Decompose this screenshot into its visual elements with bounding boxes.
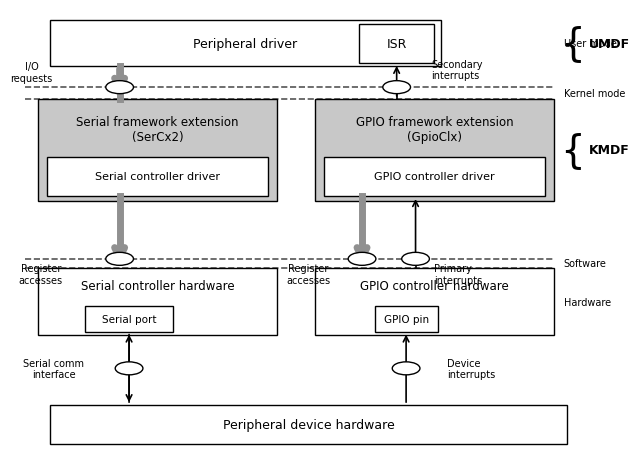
Text: Software: Software [564,259,606,269]
Ellipse shape [402,253,429,266]
Text: Serial framework extension
(SerCx2): Serial framework extension (SerCx2) [76,116,238,144]
FancyBboxPatch shape [324,157,544,197]
Text: Device
interrupts: Device interrupts [447,358,495,379]
Text: Register
accesses: Register accesses [19,264,63,286]
Text: UMDF: UMDF [589,38,630,50]
Ellipse shape [106,81,134,94]
FancyBboxPatch shape [47,157,268,197]
Text: GPIO controller hardware: GPIO controller hardware [360,279,509,293]
Text: Serial controller hardware: Serial controller hardware [81,279,235,293]
Ellipse shape [383,81,410,94]
FancyBboxPatch shape [50,405,567,444]
Ellipse shape [115,362,143,375]
FancyBboxPatch shape [38,100,277,201]
Ellipse shape [392,362,420,375]
Text: Serial port: Serial port [102,314,157,324]
FancyBboxPatch shape [359,25,435,64]
Text: Hardware: Hardware [564,297,611,307]
Text: I/O
requests: I/O requests [10,62,52,83]
Ellipse shape [348,253,376,266]
Ellipse shape [106,253,134,266]
Text: {: { [560,25,585,63]
Text: User mode: User mode [564,39,617,49]
Text: ISR: ISR [387,38,407,51]
Text: GPIO framework extension
(GpioClx): GPIO framework extension (GpioClx) [356,116,513,144]
FancyBboxPatch shape [85,307,173,332]
Text: Primary
interrupts: Primary interrupts [435,264,482,286]
Text: GPIO controller driver: GPIO controller driver [374,172,495,182]
Text: Secondary
interrupts: Secondary interrupts [431,59,483,81]
Text: {: { [560,131,585,169]
Text: Serial comm
interface: Serial comm interface [23,358,84,379]
FancyBboxPatch shape [38,269,277,336]
Text: Serial controller driver: Serial controller driver [95,172,220,182]
Text: GPIO pin: GPIO pin [383,314,429,324]
FancyBboxPatch shape [50,21,441,67]
Text: Peripheral driver: Peripheral driver [194,38,298,50]
FancyBboxPatch shape [374,307,438,332]
Text: KMDF: KMDF [589,144,629,157]
Text: Peripheral device hardware: Peripheral device hardware [222,418,394,432]
FancyBboxPatch shape [315,100,554,201]
Text: Register
accesses: Register accesses [286,264,330,286]
Text: Kernel mode: Kernel mode [564,89,625,99]
FancyBboxPatch shape [315,269,554,336]
